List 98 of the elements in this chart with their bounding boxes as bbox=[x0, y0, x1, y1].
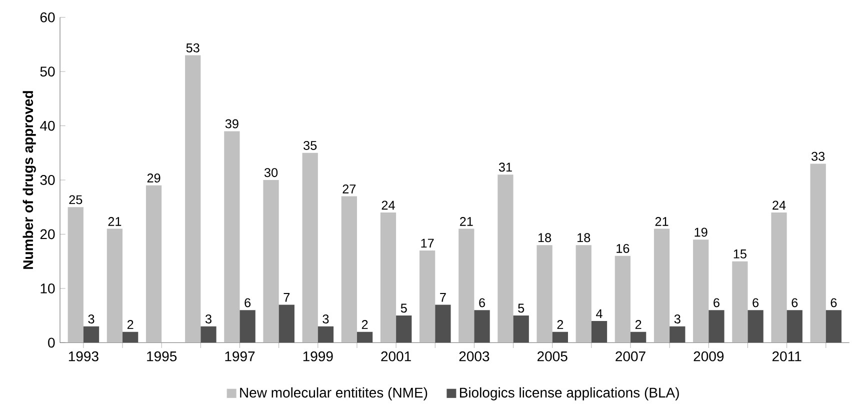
bar bbox=[693, 240, 709, 343]
bar bbox=[302, 152, 318, 343]
data-label: 2 bbox=[362, 320, 368, 329]
data-label: 31 bbox=[498, 162, 512, 172]
data-label: 6 bbox=[714, 298, 720, 308]
bar bbox=[748, 310, 764, 343]
data-label: 7 bbox=[284, 293, 290, 302]
bar bbox=[536, 245, 552, 343]
bar bbox=[83, 326, 100, 343]
legend-label: New molecular entitites (NME) bbox=[240, 387, 428, 400]
data-label: 24 bbox=[382, 200, 395, 210]
x-tick-label: 2007 bbox=[616, 351, 646, 362]
bar bbox=[185, 55, 201, 343]
data-label: 3 bbox=[88, 314, 94, 324]
x-tick-label: 1999 bbox=[303, 351, 333, 362]
bar bbox=[341, 196, 357, 343]
data-label: 3 bbox=[205, 314, 212, 324]
data-label: 21 bbox=[655, 217, 668, 226]
bar bbox=[458, 228, 474, 343]
data-label: 15 bbox=[734, 250, 746, 258]
bar bbox=[263, 180, 279, 343]
data-label: 2 bbox=[127, 320, 134, 329]
bar bbox=[106, 228, 123, 343]
bar bbox=[146, 185, 162, 343]
data-label: 6 bbox=[479, 298, 485, 308]
data-label: 27 bbox=[342, 184, 356, 194]
data-label: 33 bbox=[812, 152, 825, 161]
bar bbox=[68, 207, 84, 343]
data-label: 2 bbox=[557, 320, 564, 329]
data-label: 21 bbox=[460, 217, 473, 226]
data-label: 18 bbox=[538, 233, 552, 242]
bar bbox=[513, 316, 529, 343]
data-label: 5 bbox=[400, 304, 407, 313]
y-tick-label: 60 bbox=[40, 12, 55, 22]
bar bbox=[614, 256, 631, 343]
bar bbox=[240, 310, 256, 343]
x-tick-label: 2005 bbox=[538, 351, 568, 362]
y-tick-label: 0 bbox=[48, 338, 55, 348]
y-tick-label: 30 bbox=[40, 175, 55, 185]
data-label: 3 bbox=[674, 314, 680, 324]
data-label: 24 bbox=[772, 200, 786, 210]
bar bbox=[474, 310, 490, 343]
bar bbox=[670, 326, 686, 343]
data-label: 3 bbox=[322, 314, 329, 324]
x-tick-label: 1997 bbox=[225, 351, 255, 362]
y-tick-label: 20 bbox=[40, 229, 55, 240]
bar bbox=[771, 212, 787, 343]
bar bbox=[435, 304, 451, 343]
data-label: 53 bbox=[186, 43, 200, 52]
data-label: 29 bbox=[147, 174, 160, 182]
y-axis-title: Number of drugs approved bbox=[22, 91, 36, 269]
y-tick-label: 50 bbox=[40, 66, 55, 77]
x-tick-label: 2003 bbox=[459, 351, 490, 362]
bar bbox=[654, 228, 670, 343]
bar bbox=[278, 304, 294, 343]
bar bbox=[810, 164, 826, 343]
data-label: 2 bbox=[635, 320, 642, 329]
data-label: 39 bbox=[225, 119, 238, 128]
data-label: 21 bbox=[108, 217, 122, 226]
x-tick-label: 1993 bbox=[68, 351, 98, 362]
data-label: 5 bbox=[518, 304, 524, 313]
bar bbox=[786, 310, 802, 343]
bar bbox=[200, 326, 216, 343]
bar bbox=[826, 310, 842, 343]
bar bbox=[708, 310, 724, 343]
bar bbox=[630, 332, 646, 343]
data-label: 16 bbox=[616, 244, 630, 253]
data-label: 25 bbox=[69, 195, 82, 204]
x-tick-label: 2011 bbox=[772, 351, 802, 362]
bar bbox=[420, 250, 436, 343]
bar bbox=[224, 131, 240, 343]
bar bbox=[591, 320, 608, 343]
data-label: 19 bbox=[694, 228, 708, 237]
data-label: 6 bbox=[792, 298, 798, 308]
data-label: 6 bbox=[752, 298, 759, 308]
bar bbox=[732, 261, 748, 343]
bar bbox=[498, 174, 514, 343]
bar bbox=[380, 212, 396, 343]
y-tick-label: 40 bbox=[40, 120, 55, 131]
data-label: 35 bbox=[304, 140, 317, 150]
data-label: 30 bbox=[264, 168, 278, 178]
bar bbox=[576, 245, 592, 343]
data-label: 6 bbox=[830, 298, 837, 308]
bar bbox=[122, 332, 138, 343]
data-label: 7 bbox=[440, 293, 446, 302]
bar bbox=[552, 332, 568, 343]
data-label: 4 bbox=[596, 309, 602, 318]
data-label: 6 bbox=[244, 298, 251, 308]
x-tick-label: 1995 bbox=[147, 351, 177, 362]
bar bbox=[318, 326, 334, 343]
bar bbox=[396, 316, 412, 343]
data-label: 18 bbox=[578, 233, 590, 242]
x-tick-label: 2009 bbox=[694, 351, 724, 362]
data-label: 17 bbox=[421, 238, 434, 248]
y-tick-label: 10 bbox=[40, 284, 55, 294]
bar bbox=[356, 332, 373, 343]
legend-label: Biologics license applications (BLA) bbox=[460, 387, 679, 400]
x-tick-label: 2001 bbox=[381, 351, 411, 362]
